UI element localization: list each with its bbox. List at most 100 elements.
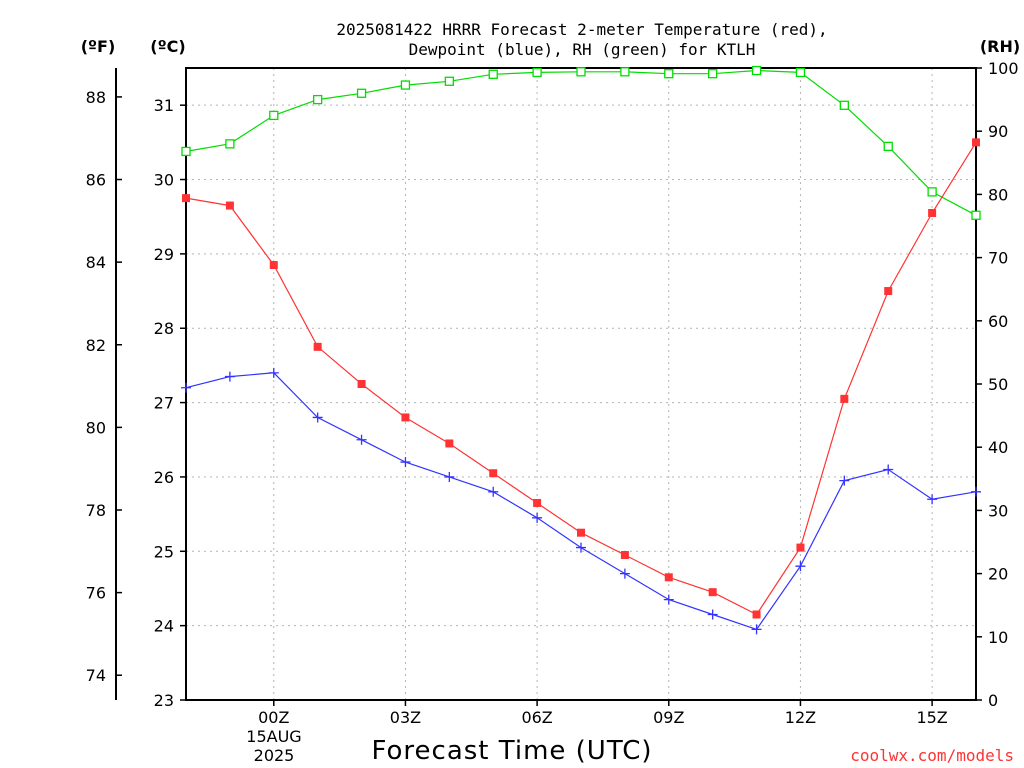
- date-label-day: 15AUG: [246, 727, 301, 746]
- celsius-axis: 23 24 25 26 27 28 29 30 31: [154, 96, 186, 710]
- dewpoint-point: [268, 367, 279, 378]
- data-series: [181, 65, 981, 635]
- source-credit: coolwx.com/models: [850, 746, 1014, 765]
- rh-point: [269, 110, 279, 121]
- rh-point: [576, 67, 586, 77]
- dewpoint-point: [356, 434, 367, 445]
- rh-point: [181, 146, 191, 157]
- dewpoint-point: [663, 594, 674, 605]
- x-axis: 00Z 03Z 06Z 09Z 12Z 15Z: [258, 700, 948, 727]
- fahrenheit-tick-label: 86: [86, 171, 106, 190]
- celsius-tick-label: 23: [154, 691, 174, 710]
- fahrenheit-tick-label: 76: [86, 584, 106, 603]
- rh-tick-label: 10: [988, 628, 1008, 647]
- celsius-tick-label: 27: [154, 394, 174, 413]
- dewpoint-point: [795, 561, 806, 572]
- x-tick-label: 00Z: [258, 708, 289, 727]
- celsius-tick-label: 30: [154, 171, 174, 190]
- celsius-tick-label: 31: [154, 96, 174, 115]
- dewpoint-point: [576, 542, 586, 553]
- temperature-point: [796, 543, 805, 552]
- fahrenheit-tick-label: 88: [86, 88, 106, 107]
- fahrenheit-axis: 74 76 78 80 82 84 86 88: [86, 88, 122, 685]
- x-axis-title: Forecast Time (UTC): [371, 736, 652, 766]
- temperature-point: [225, 201, 234, 210]
- rh-point: [444, 76, 454, 86]
- dewpoint-point: [883, 464, 894, 475]
- rh-tick-label: 20: [988, 565, 1008, 584]
- rh-point: [883, 141, 893, 152]
- temperature-point: [972, 138, 980, 147]
- plot-frame: [185, 67, 977, 701]
- celsius-tick-label: 26: [154, 468, 174, 487]
- temperature-point: [620, 551, 629, 560]
- x-tick-label: 03Z: [390, 708, 421, 727]
- rh-tick-label: 40: [988, 438, 1008, 457]
- rh-point: [664, 69, 674, 79]
- fahrenheit-tick-label: 84: [86, 253, 106, 272]
- dewpoint-point: [619, 568, 630, 579]
- date-label-year: 2025: [254, 746, 295, 765]
- rh-tick-label: 0: [988, 691, 998, 710]
- fahrenheit-unit-label: (ºF): [81, 37, 116, 56]
- dewpoint-point: [224, 371, 235, 382]
- chart-title: 2025081422 HRRR Forecast 2-meter Tempera…: [336, 20, 827, 59]
- x-tick-label: 09Z: [653, 708, 684, 727]
- rh-point: [313, 94, 323, 105]
- temperature-point: [182, 194, 190, 203]
- rh-point: [708, 69, 718, 79]
- rh-axis: 0 10 20 30 40 50 60 70 80 90 100: [976, 59, 1019, 710]
- temperature-point: [884, 287, 893, 296]
- temperature-point: [664, 573, 673, 582]
- dewpoint-point: [927, 494, 938, 505]
- rh-point: [532, 67, 542, 78]
- dewpoint-point: [707, 609, 718, 620]
- temperature-point: [357, 380, 366, 388]
- dewpoint-point: [751, 624, 762, 635]
- temperature-point: [313, 342, 322, 351]
- celsius-unit-label: (ºC): [150, 37, 185, 56]
- grid-lines: [186, 68, 976, 700]
- rh-tick-label: 90: [988, 122, 1008, 141]
- dewpoint-point: [444, 471, 455, 482]
- rh-point: [795, 67, 806, 78]
- dewpoint-line: [185, 372, 977, 631]
- rh-point: [400, 80, 411, 90]
- dewpoint-point: [839, 475, 850, 486]
- x-tick-label: 15Z: [916, 708, 947, 727]
- rh-point: [488, 69, 498, 79]
- dewpoint-point: [181, 382, 191, 393]
- rh-tick-label: 30: [988, 501, 1008, 520]
- rh-tick-label: 100: [988, 59, 1019, 78]
- rh-unit-label: (RH): [980, 37, 1020, 56]
- rh-point: [839, 100, 849, 110]
- dewpoint-point: [488, 486, 499, 497]
- celsius-tick-label: 28: [154, 319, 174, 338]
- fahrenheit-tick-label: 80: [86, 418, 106, 437]
- rh-point: [751, 65, 762, 76]
- fahrenheit-tick-label: 78: [86, 501, 106, 520]
- rh-tick-label: 70: [988, 249, 1008, 268]
- x-tick-label: 06Z: [521, 708, 552, 727]
- rh-tick-label: 80: [988, 185, 1008, 204]
- dewpoint-point: [532, 512, 543, 523]
- temperature-point: [533, 498, 542, 507]
- rh-tick-label: 50: [988, 375, 1008, 394]
- temperature-point: [269, 261, 278, 270]
- rh-point: [225, 139, 235, 149]
- temperature-point: [708, 588, 717, 597]
- rh-point: [356, 88, 367, 98]
- chart-title-line-1: 2025081422 HRRR Forecast 2-meter Tempera…: [336, 20, 827, 39]
- chart-title-line-2: Dewpoint (blue), RH (green) for KTLH: [409, 40, 756, 59]
- rh-point: [620, 67, 630, 77]
- celsius-tick-label: 25: [154, 542, 174, 561]
- rh-point: [927, 187, 937, 197]
- rh-point: [971, 210, 981, 220]
- celsius-tick-label: 24: [154, 617, 174, 636]
- temperature-point: [489, 469, 498, 478]
- fahrenheit-tick-label: 82: [86, 336, 106, 355]
- rh-tick-label: 60: [988, 312, 1008, 331]
- fahrenheit-tick-label: 74: [86, 666, 106, 685]
- temperature-point: [752, 610, 761, 619]
